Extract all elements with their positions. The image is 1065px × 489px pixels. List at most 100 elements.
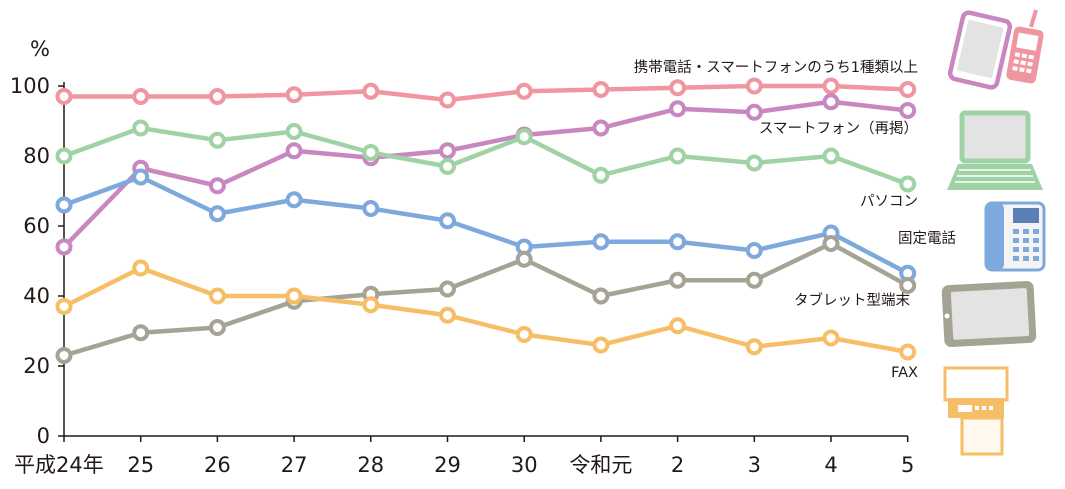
y-tick-label: 80 xyxy=(23,144,50,168)
data-point xyxy=(55,196,73,214)
y-tick-label: 40 xyxy=(23,284,50,308)
tablet-icon xyxy=(941,280,1037,348)
data-point xyxy=(899,81,917,98)
series-line xyxy=(63,174,909,276)
y-tick-label: 100 xyxy=(10,74,50,98)
data-point xyxy=(669,100,687,118)
smartphone-and-feature-phone-icon xyxy=(947,9,1044,90)
x-tick-label: 3 xyxy=(748,453,761,477)
x-tick-label: 29 xyxy=(434,453,461,477)
data-point xyxy=(669,233,687,251)
data-point xyxy=(669,147,687,165)
data-point xyxy=(362,144,380,161)
data-point xyxy=(439,212,456,230)
series-label: パソコン xyxy=(860,193,918,210)
data-point xyxy=(55,147,73,165)
data-point xyxy=(285,287,303,305)
data-point xyxy=(208,287,226,305)
data-point xyxy=(515,128,533,146)
data-point xyxy=(592,119,610,137)
data-point xyxy=(515,326,533,343)
x-tick-label: 27 xyxy=(281,453,308,477)
data-point xyxy=(515,82,533,100)
series-line xyxy=(62,99,908,249)
data-point xyxy=(592,166,610,184)
data-point xyxy=(362,296,380,314)
data-point xyxy=(208,88,226,105)
data-point xyxy=(745,77,763,95)
data-point xyxy=(439,306,456,324)
series-lines xyxy=(62,83,909,358)
data-point xyxy=(822,235,840,252)
laptop-icon xyxy=(947,110,1043,190)
x-tick-label: 30 xyxy=(511,453,538,477)
data-point xyxy=(285,86,303,104)
data-point xyxy=(55,238,73,256)
x-tick-label: 28 xyxy=(357,453,384,477)
series-line xyxy=(63,125,909,187)
data-point xyxy=(55,88,73,105)
data-point xyxy=(208,177,226,195)
y-tick-label: 20 xyxy=(23,354,50,378)
series-markers xyxy=(55,77,917,364)
data-point xyxy=(55,298,73,315)
x-tick-label: 26 xyxy=(204,453,231,477)
x-tick-label: 25 xyxy=(127,453,154,477)
data-point xyxy=(285,142,303,160)
data-point xyxy=(592,336,610,354)
data-point xyxy=(745,103,763,121)
data-point xyxy=(439,142,456,160)
axes xyxy=(58,82,909,442)
series-line xyxy=(62,265,909,355)
series-line xyxy=(64,83,908,103)
x-tick-label: 2 xyxy=(671,453,684,477)
landline-phone-icon xyxy=(984,201,1046,272)
y-tick-label: 60 xyxy=(23,214,50,238)
data-point xyxy=(745,242,763,259)
data-point xyxy=(132,88,150,105)
series-label: タブレット型端末 xyxy=(794,291,910,309)
data-point xyxy=(899,343,917,361)
fax-machine-icon xyxy=(943,366,1009,456)
data-point xyxy=(899,277,917,294)
data-point xyxy=(439,91,456,109)
x-tick-label: 令和元 xyxy=(569,453,632,477)
data-point xyxy=(362,82,380,100)
data-point xyxy=(285,123,303,140)
series-label: 携帯電話・スマートフォンのうち1種類以上 xyxy=(634,59,918,76)
data-point xyxy=(132,119,150,137)
data-point xyxy=(899,102,917,119)
y-tick-labels: 0 20 40 60 80 100 xyxy=(10,74,50,448)
data-point xyxy=(208,205,226,223)
data-point xyxy=(822,77,840,95)
series-label: FAX xyxy=(891,365,918,381)
data-point xyxy=(822,147,840,165)
data-point xyxy=(592,81,610,98)
data-point xyxy=(745,338,763,356)
x-tick-label: 5 xyxy=(901,453,914,477)
data-point xyxy=(362,200,380,217)
y-axis-unit: % xyxy=(30,37,50,61)
data-point xyxy=(285,191,303,209)
data-point xyxy=(745,154,763,172)
data-point xyxy=(592,287,610,305)
x-tick-label: 4 xyxy=(824,453,837,477)
data-point xyxy=(669,271,687,289)
data-point xyxy=(132,324,150,342)
data-point xyxy=(822,93,840,111)
data-point xyxy=(669,317,687,335)
data-point xyxy=(745,271,763,289)
data-point xyxy=(899,175,917,193)
data-point xyxy=(132,259,150,277)
data-point xyxy=(439,158,456,175)
data-point xyxy=(132,168,150,186)
data-point xyxy=(515,250,533,268)
series-line xyxy=(63,241,909,358)
data-point xyxy=(669,79,687,97)
series-label: 固定電話 xyxy=(898,230,956,247)
data-point xyxy=(439,280,456,298)
data-point xyxy=(208,131,226,149)
y-tick-label: 0 xyxy=(37,424,50,448)
